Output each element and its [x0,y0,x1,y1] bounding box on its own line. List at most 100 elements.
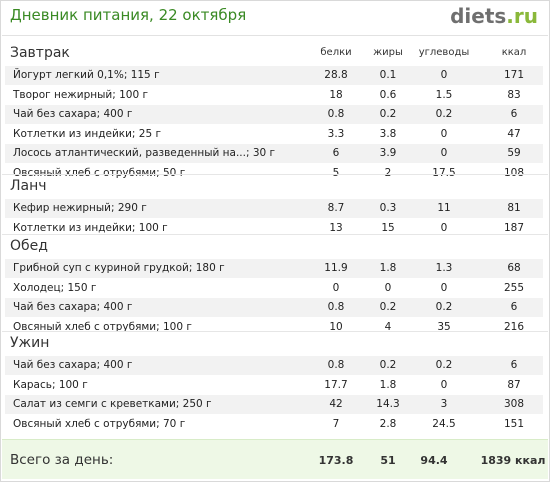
protein-value: 0.8 [327,359,345,371]
kcal-value: 151 [503,418,525,430]
total-carbs: 94.4 [420,454,448,467]
food-item-name: Овсяный хлеб с отрубями; 50 г [13,167,186,179]
fat-value: 1.8 [379,379,397,391]
column-header-protein: белки [320,47,352,58]
protein-value: 10 [329,321,343,333]
kcal-value: 255 [503,282,525,294]
fat-value: 0.1 [379,69,397,81]
food-item-name: Холодец; 150 г [13,282,97,294]
fat-value: 0.2 [379,301,397,313]
kcal-value: 6 [510,301,518,313]
fat-value: 0.3 [379,202,397,214]
protein-value: 8.7 [327,202,345,214]
carbs-value: 24.5 [432,418,456,430]
food-row: Творог нежирный; 100 г 18 0.6 1.5 83 [5,86,543,105]
carbs-value: 0 [440,69,448,81]
kcal-value: 47 [507,128,521,140]
food-item-name: Овсяный хлеб с отрубями; 100 г [13,321,192,333]
food-item-name: Чай без сахара; 400 г [13,108,133,120]
meal-section-title: Завтрак [10,45,70,61]
food-item-name: Йогурт легкий 0,1%; 115 г [13,69,160,81]
meal-section-title: Ланч [10,178,47,194]
protein-value: 0.8 [327,301,345,313]
food-item-name: Лосось атлантический, разведенный на...;… [13,147,276,159]
fat-value: 1.8 [379,262,397,274]
food-row: Чай без сахара; 400 г 0.8 0.2 0.2 6 [5,105,543,124]
food-row: Йогурт легкий 0,1%; 115 г 28.8 0.1 0 171 [5,66,543,85]
protein-value: 17.7 [324,379,348,391]
food-item-name: Котлетки из индейки; 100 г [13,222,168,234]
kcal-value: 87 [507,379,521,391]
kcal-value: 108 [503,167,525,179]
kcal-value: 187 [503,222,525,234]
header-divider [2,35,548,36]
column-header-kcal: ккал [501,47,527,58]
food-row: Котлетки из индейки; 25 г 3.3 3.8 0 47 [5,125,543,144]
daily-total-label: Всего за день: [10,452,114,468]
food-row: Лосось атлантический, разведенный на...;… [5,144,543,163]
column-header-fat: жиры [373,47,403,58]
carbs-value: 0 [440,282,448,294]
daily-total-bar: Всего за день: 173.8 51 94.4 1839 ккал [2,439,548,479]
fat-value: 2 [384,167,392,179]
section-divider [2,174,548,175]
logo-domain: .ru [506,4,538,28]
protein-value: 0 [332,282,340,294]
kcal-value: 68 [507,262,521,274]
fat-value: 0.2 [379,359,397,371]
protein-value: 6 [332,147,340,159]
carbs-value: 0 [440,128,448,140]
food-item-name: Овсяный хлеб с отрубями; 70 г [13,418,186,430]
kcal-value: 81 [507,202,521,214]
food-item-name: Чай без сахара; 400 г [13,359,133,371]
food-row: Салат из семги с креветками; 250 г 42 14.3… [5,395,543,414]
kcal-value: 216 [503,321,525,333]
food-row: Овсяный хлеб с отрубями; 100 г 10 4 35 216 [5,318,543,337]
column-header-carbs: углеводы [418,47,470,58]
total-fat: 51 [380,454,396,467]
carbs-value: 1.3 [435,262,453,274]
logo-text: diets [450,4,507,28]
protein-value: 18 [329,89,343,101]
food-item-name: Котлетки из индейки; 25 г [13,128,162,140]
food-item-name: Чай без сахара; 400 г [13,301,133,313]
kcal-value: 83 [507,89,521,101]
fat-value: 4 [384,321,392,333]
fat-value: 0.2 [379,108,397,120]
section-divider [2,331,548,332]
carbs-value: 0.2 [435,359,453,371]
site-logo[interactable]: diets.ru [450,4,538,28]
carbs-value: 0.2 [435,108,453,120]
carbs-value: 3 [440,398,448,410]
carbs-value: 1.5 [435,89,453,101]
fat-value: 2.8 [379,418,397,430]
section-divider [2,234,548,235]
kcal-value: 308 [503,398,525,410]
total-protein: 173.8 [318,454,354,467]
food-row: Чай без сахара; 400 г 0.8 0.2 0.2 6 [5,356,543,375]
carbs-value: 0.2 [435,301,453,313]
protein-value: 13 [329,222,343,234]
protein-value: 0.8 [327,108,345,120]
food-item-name: Грибной суп с куриной грудкой; 180 г [13,262,225,274]
protein-value: 5 [332,167,340,179]
food-row: Карась; 100 г 17.7 1.8 0 87 [5,376,543,395]
fat-value: 0 [384,282,392,294]
protein-value: 3.3 [327,128,345,140]
fat-value: 0.6 [379,89,397,101]
protein-value: 7 [332,418,340,430]
protein-value: 28.8 [324,69,348,81]
carbs-value: 35 [437,321,451,333]
food-row: Овсяный хлеб с отрубями; 70 г 7 2.8 24.5 151 [5,415,543,434]
meal-section-title: Обед [10,238,48,254]
food-row: Грибной суп с куриной грудкой; 180 г 11.9… [5,259,543,278]
meal-section-title: Ужин [10,335,50,351]
kcal-value: 59 [507,147,521,159]
kcal-value: 6 [510,359,518,371]
food-item-name: Творог нежирный; 100 г [13,89,148,101]
carbs-value: 0 [440,379,448,391]
page-title: Дневник питания, 22 октября [10,6,247,24]
food-item-name: Салат из семги с креветками; 250 г [13,398,212,410]
protein-value: 42 [329,398,343,410]
fat-value: 14.3 [376,398,400,410]
